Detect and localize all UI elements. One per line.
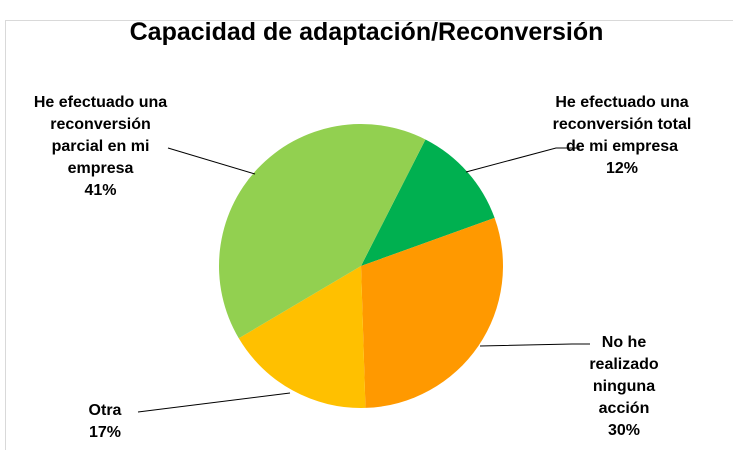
leader-line	[465, 147, 580, 173]
category-label: Otra	[88, 402, 122, 419]
chart-frame	[5, 20, 733, 450]
slice-label: Otra 17%	[70, 400, 140, 444]
pie-slice	[361, 217, 503, 408]
category-label: He efectuado una reconversión parcial en…	[33, 94, 168, 177]
value-label: 41%	[84, 182, 117, 199]
slice-label: He efectuado una reconversión parcial en…	[28, 92, 173, 202]
pie-slice	[361, 139, 495, 266]
leader-line	[479, 343, 590, 347]
category-label: No he realizado ninguna acción	[589, 334, 659, 417]
leader-lines	[137, 147, 590, 413]
slice-label: He efectuado una reconversión total de m…	[552, 92, 692, 180]
pie	[218, 123, 503, 408]
slice-label: No he realizado ninguna acción 30%	[578, 332, 670, 442]
leader-line	[137, 392, 291, 413]
pie-slice	[238, 266, 366, 408]
category-label: He efectuado una reconversión total de m…	[552, 94, 692, 155]
pie-slice	[218, 123, 426, 339]
value-label: 17%	[88, 424, 122, 441]
value-label: 12%	[605, 160, 639, 177]
chart-title: Capacidad de adaptación/Reconversión	[129, 18, 604, 46]
value-label: 30%	[607, 422, 641, 439]
leader-line	[167, 147, 256, 175]
